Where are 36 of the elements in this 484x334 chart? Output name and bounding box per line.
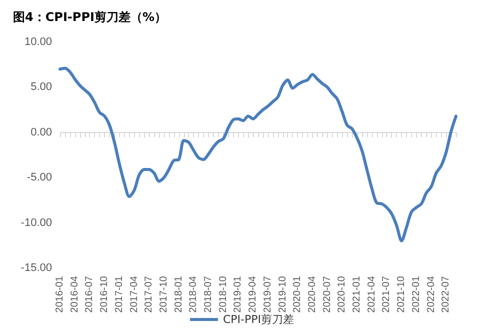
x-tick-label: 2022-07 [440, 276, 452, 313]
chart-title: 图4：CPI-PPI剪刀差（%） [13, 10, 166, 24]
x-tick-label: 2019-01 [232, 276, 244, 313]
x-tick-label: 2021-01 [352, 276, 362, 313]
y-tick-label: -15.00 [20, 262, 52, 274]
y-tick-label: -10.00 [20, 216, 52, 229]
x-tick-label: 2019-04 [248, 276, 259, 313]
x-tick-label: 2020-01 [292, 276, 304, 313]
x-tick-label: 2016-04 [69, 276, 80, 313]
x-tick-label: 2021-10 [396, 276, 408, 313]
y-tick-label: 5.00 [30, 81, 52, 94]
x-tick-label: 2017-07 [144, 276, 155, 313]
x-tick-label: 2020-04 [306, 276, 318, 313]
x-tick-label: 2016-10 [99, 276, 110, 313]
x-tick-label: 2018-10 [218, 276, 229, 313]
line-series [58, 66, 458, 242]
x-tick-label: 2017-04 [128, 276, 140, 313]
y-tick-label: -5.00 [26, 172, 52, 184]
x-tick-label: 2017-01 [114, 276, 125, 313]
x-tick-label: 2021-04 [366, 276, 378, 313]
x-tick-label: 2017-10 [158, 276, 170, 313]
x-tick-label: 2016-07 [84, 276, 96, 313]
legend-label: CPI-PPI剪刀差 [222, 313, 294, 326]
x-tick-label: 2018-04 [188, 276, 200, 313]
x-tick-label: 2019-10 [277, 276, 288, 313]
x-tick-label: 2019-07 [262, 276, 274, 313]
x-tick-label: 2018-07 [203, 276, 214, 313]
y-tick-label: 10.00 [24, 36, 52, 48]
x-tick-label: 2022-01 [410, 276, 422, 313]
y-tick-label: 0.00 [30, 126, 52, 138]
x-tick-label: 2018-01 [173, 276, 184, 313]
x-tick-label: 2020-07 [322, 276, 333, 313]
x-tick-label: 2021-07 [381, 276, 392, 313]
x-tick-label: 2020-10 [336, 276, 348, 313]
x-tick-label: 2016-01 [54, 276, 66, 313]
x-tick-label: 2022-04 [426, 276, 437, 313]
